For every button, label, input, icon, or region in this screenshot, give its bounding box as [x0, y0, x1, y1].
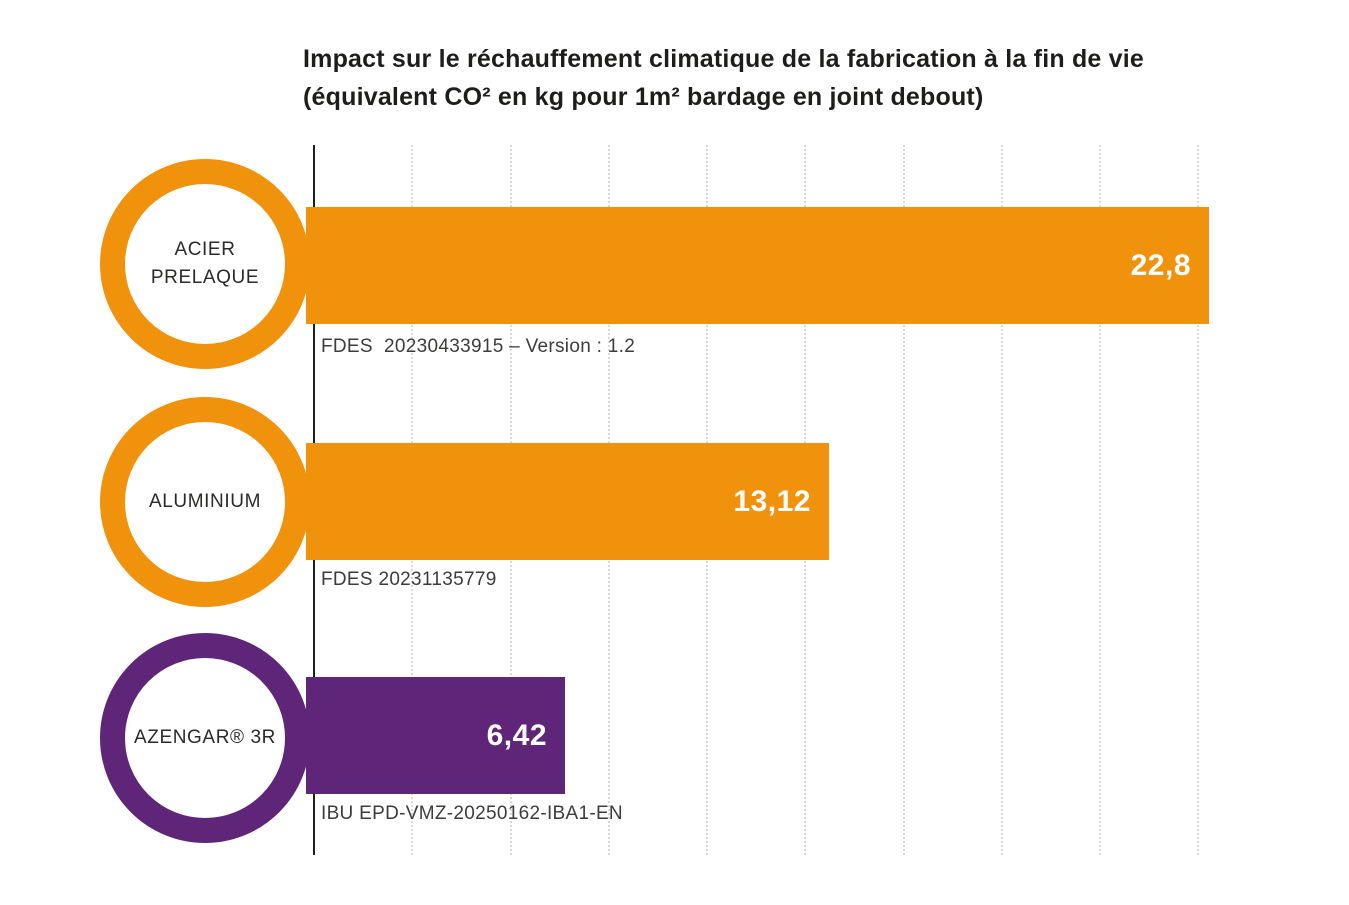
bar-value-label: 13,12 [733, 484, 811, 518]
category-label: ACIER PRELAQUE [150, 239, 260, 288]
chart-title-line2: (équivalent CO² en kg pour 1m² bardage e… [303, 83, 984, 111]
bar-value-label: 22,8 [1130, 248, 1191, 282]
bar-annotation: IBU EPD-VMZ-20250162-IBA1-EN [321, 803, 623, 824]
chart-title: Impact sur le réchauffement climatique d… [303, 40, 1144, 116]
bar-acier-prelaque: 22,8 [306, 207, 1209, 324]
category-badge-azengar-3r: AZENGAR® 3R [100, 633, 310, 843]
category-badge-aluminium: ALUMINIUM [100, 397, 310, 607]
gridline [903, 145, 905, 855]
bar-annotation: FDES 20231135779 [321, 569, 497, 590]
bar-aluminium: 13,12 [306, 443, 829, 560]
bar-azengar-3r: 6,42 [306, 677, 565, 794]
bar-value-label: 6,42 [486, 718, 547, 752]
gridline [1001, 145, 1003, 855]
category-label: AZENGAR® 3R [133, 727, 276, 749]
category-label: ALUMINIUM [148, 491, 261, 513]
bar-annotation: FDES 20230433915 – Version : 1.2 [321, 336, 636, 357]
chart-title-line1: Impact sur le réchauffement climatique d… [303, 45, 1145, 73]
gridline [1197, 145, 1199, 855]
category-badge-acier-prelaque: ACIER PRELAQUE [100, 159, 310, 369]
gridline [1099, 145, 1101, 855]
